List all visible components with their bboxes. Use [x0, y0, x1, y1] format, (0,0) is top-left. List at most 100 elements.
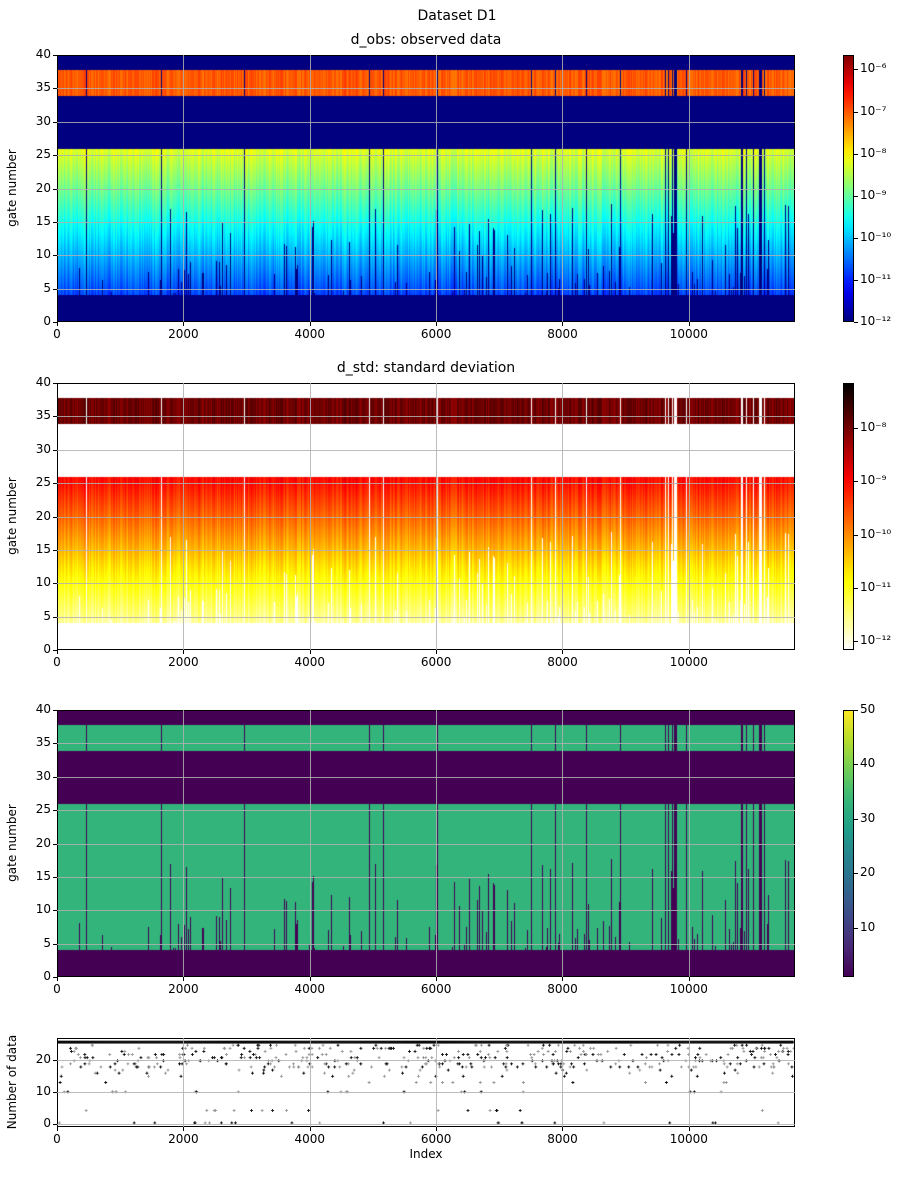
- scatter-point: [504, 1062, 508, 1066]
- scatter-point: [695, 1074, 699, 1078]
- scatter-point: [556, 1043, 560, 1047]
- axes-panel-4: [57, 1038, 795, 1127]
- scatter-point: [178, 1053, 182, 1057]
- scatter-point: [351, 1071, 355, 1075]
- scatter-point: [355, 1056, 359, 1060]
- scatter-point: [232, 1108, 236, 1112]
- scatter-point: [785, 1046, 789, 1050]
- scatter-point: [762, 1062, 766, 1066]
- y-tick-mark: [53, 55, 57, 56]
- scatter-point: [85, 1056, 89, 1060]
- scatter-point: [352, 1068, 356, 1072]
- colorbar-tick-mark: [854, 587, 858, 589]
- y-tick-mark: [53, 383, 57, 384]
- scatter-point: [293, 1043, 297, 1047]
- scatter-point: [121, 1068, 125, 1072]
- scatter-point: [545, 1065, 549, 1069]
- scatter-point: [257, 1043, 261, 1047]
- grid-line-horizontal: [57, 616, 795, 618]
- scatter-point: [466, 1053, 470, 1057]
- grid-line-horizontal: [57, 155, 795, 157]
- scatter-point: [359, 1046, 363, 1050]
- grid-line-horizontal: [57, 88, 795, 90]
- grid-line-horizontal: [57, 255, 795, 257]
- scatter-point: [147, 1074, 151, 1078]
- scatter-point: [750, 1053, 754, 1057]
- scatter-point: [401, 1071, 405, 1075]
- scatter-point: [78, 1056, 82, 1060]
- y-tick-mark: [53, 1123, 57, 1125]
- x-tick-label: 8000: [547, 327, 578, 341]
- colorbar-tick-mark: [854, 237, 858, 239]
- scatter-point: [292, 1065, 296, 1069]
- grid-line-vertical: [309, 1038, 311, 1127]
- scatter-point: [464, 1065, 468, 1069]
- y-tick-mark: [53, 1092, 57, 1094]
- scatter-point: [436, 1062, 440, 1066]
- colorbar-tick-label: 10⁻¹²: [860, 314, 892, 328]
- scatter-point: [74, 1046, 78, 1050]
- x-tick-label: 4000: [294, 982, 325, 996]
- scatter-point: [254, 1056, 258, 1060]
- scatter-point: [307, 1108, 311, 1112]
- y-tick-mark: [53, 516, 57, 518]
- scatter-point: [678, 1043, 682, 1047]
- y-tick-mark: [53, 710, 57, 711]
- scatter-point: [774, 1053, 778, 1057]
- scatter-point: [404, 1065, 408, 1069]
- x-tick-label: 10000: [669, 655, 708, 669]
- x-tick-label: 8000: [547, 1132, 578, 1146]
- scatter-point: [771, 1062, 775, 1066]
- y-tick-label: 20: [35, 835, 51, 850]
- scatter-point: [421, 1056, 425, 1060]
- scatter-point: [534, 1065, 538, 1069]
- scatter-point: [139, 1056, 143, 1060]
- x-tick-mark: [436, 977, 438, 981]
- scatter-point: [452, 1056, 456, 1060]
- colorbar-tick-label: 30: [860, 810, 876, 825]
- scatter-point: [777, 1049, 781, 1053]
- scatter-point: [122, 1053, 126, 1057]
- scatter-point: [163, 1071, 167, 1075]
- scatter-point: [473, 1043, 477, 1047]
- scatter-point: [694, 1056, 698, 1060]
- scatter-point: [416, 1074, 420, 1078]
- y-tick-label: 25: [35, 147, 51, 162]
- scatter-point: [479, 1043, 483, 1047]
- scatter-point: [591, 1053, 595, 1057]
- x-tick-mark: [57, 650, 58, 654]
- scatter-point: [467, 1056, 471, 1060]
- x-tick-mark: [57, 1127, 58, 1131]
- scatter-point: [377, 1056, 381, 1060]
- scatter-point: [451, 1081, 455, 1084]
- scatter-point: [573, 1043, 577, 1047]
- scatter-point: [389, 1046, 393, 1050]
- scatter-point: [592, 1046, 596, 1050]
- panel-title: d_obs: observed data: [350, 32, 502, 48]
- y-tick-mark: [53, 188, 57, 190]
- scatter-point: [578, 1046, 582, 1050]
- colorbar-tick-mark: [854, 818, 858, 820]
- scatter-point: [733, 1068, 737, 1072]
- scatter-point: [440, 1081, 444, 1084]
- scatter-point: [614, 1062, 618, 1066]
- scatter-point: [504, 1043, 508, 1047]
- scatter-point: [748, 1049, 752, 1053]
- y-tick-label: 25: [35, 802, 51, 817]
- scatter-point: [79, 1065, 83, 1069]
- scatter-point: [420, 1065, 424, 1069]
- scatter-point: [771, 1071, 775, 1075]
- y-tick-label: 40: [35, 375, 51, 389]
- y-tick-mark: [53, 155, 57, 157]
- colorbar-tick-mark: [854, 69, 858, 71]
- scatter-point: [570, 1062, 574, 1066]
- y-tick-label: 20: [35, 1052, 51, 1067]
- x-tick-label: 4000: [294, 327, 325, 341]
- scatter-point: [780, 1049, 784, 1053]
- scatter-point: [492, 1081, 496, 1084]
- grid-line-horizontal: [57, 1092, 795, 1094]
- scatter-point: [704, 1053, 708, 1057]
- scatter-point: [249, 1065, 253, 1069]
- scatter-point: [387, 1068, 391, 1072]
- scatter-point: [91, 1056, 95, 1060]
